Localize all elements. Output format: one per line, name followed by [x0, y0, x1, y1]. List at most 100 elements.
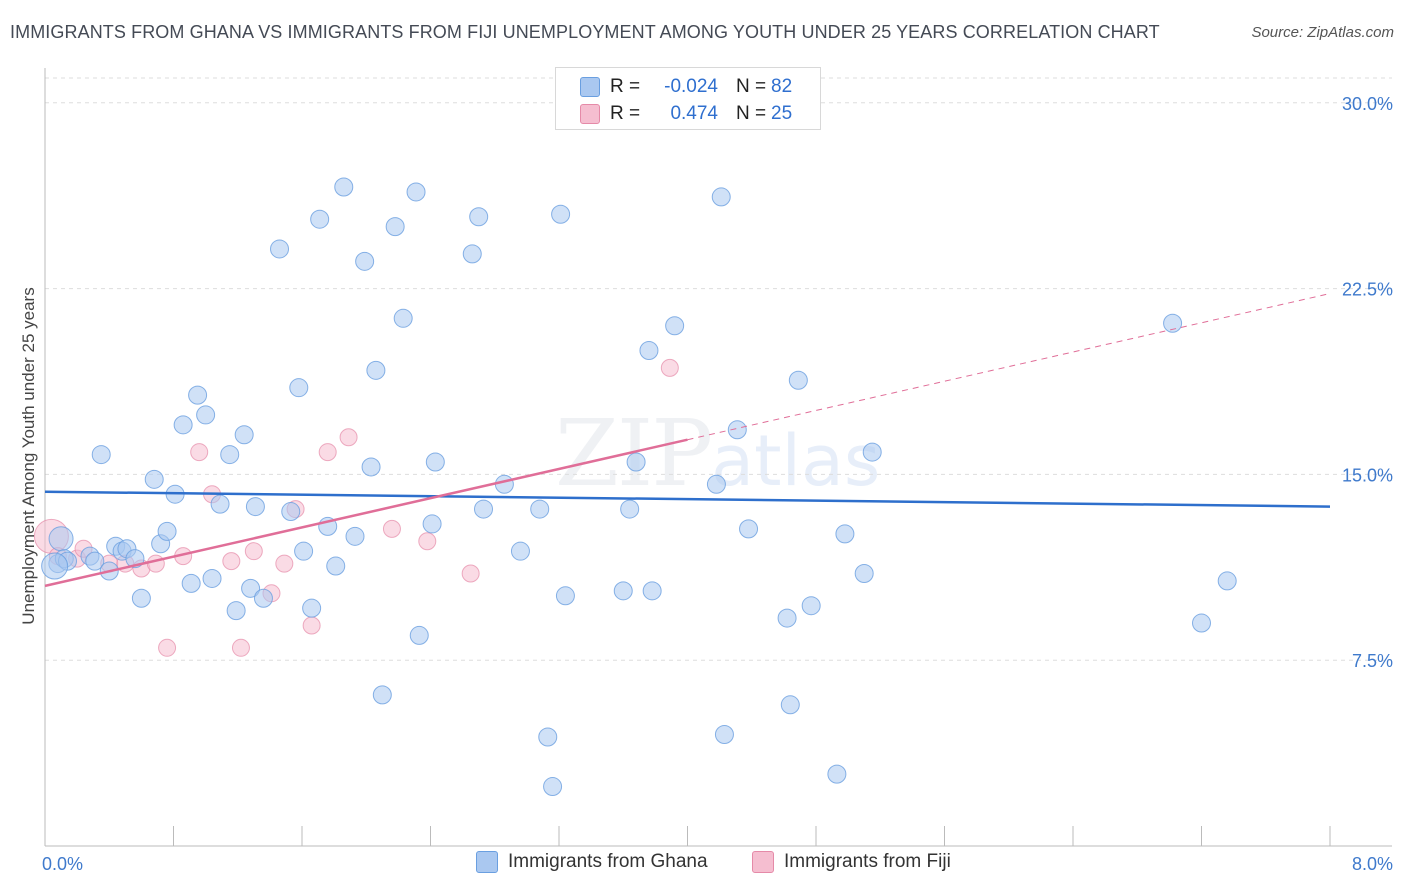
ghana-point: [425, 452, 445, 472]
ghana-point: [334, 177, 354, 197]
fiji-trend-line: [44, 438, 688, 588]
n-value: 82: [771, 76, 793, 97]
fiji-point: [302, 616, 321, 635]
ghana-point: [241, 578, 261, 598]
series-legend: Immigrants from Ghana Immigrants from Fi…: [0, 851, 1406, 877]
ghana-point: [530, 499, 550, 519]
fiji-trend-line: [687, 293, 1331, 441]
ghana-point: [85, 551, 105, 571]
ghana-point: [157, 521, 177, 541]
ghana-point: [1163, 313, 1183, 333]
ghana-point: [706, 474, 726, 494]
r-value: -0.024: [664, 76, 718, 97]
ghana-point: [469, 207, 489, 227]
n-label: N =: [736, 103, 767, 124]
x-tick-label: 0.0%: [42, 854, 83, 874]
legend-item-fiji[interactable]: Immigrants from Fiji: [752, 851, 951, 873]
ghana-point: [361, 457, 381, 477]
fiji-point: [231, 638, 250, 657]
r-label: R =: [610, 76, 641, 97]
ghana-point: [131, 588, 151, 608]
ghana-point: [801, 596, 821, 616]
ghana-point: [422, 514, 442, 534]
correlation-legend: R = -0.024 N = 82 R = 0.474 N = 25: [555, 67, 821, 130]
ghana-point: [711, 187, 731, 207]
ghana-point: [173, 415, 193, 435]
ghana-point: [620, 499, 640, 519]
legend-item-ghana[interactable]: Immigrants from Ghana: [476, 851, 708, 873]
ghana-swatch: [580, 77, 600, 97]
ghana-point: [281, 502, 301, 522]
fiji-point: [382, 519, 401, 538]
ghana-point: [181, 573, 201, 593]
ghana-point: [326, 556, 346, 576]
legend-row-ghana: R = -0.024 N = 82: [580, 76, 792, 98]
gridlines: [45, 77, 1392, 661]
ghana-point: [714, 725, 734, 745]
fiji-point: [318, 443, 337, 462]
legend-row-fiji: R = 0.474 N = 25: [580, 103, 792, 125]
ghana-point: [727, 420, 747, 440]
ghana-point: [48, 526, 74, 552]
fiji-point: [660, 358, 679, 377]
ghana-point: [366, 360, 386, 380]
fiji-point: [158, 638, 177, 657]
ghana-point: [406, 182, 426, 202]
ghana-point: [827, 764, 847, 784]
ghana-point: [210, 494, 230, 514]
y-axis-label: Unemployment Among Youth under 25 years: [19, 287, 38, 624]
fiji-point: [244, 542, 263, 561]
y-tick-label: 22.5%: [1342, 280, 1393, 300]
ghana-point: [626, 452, 646, 472]
ghana-point: [41, 552, 69, 580]
fiji-point: [418, 532, 437, 551]
ghana-point: [543, 777, 563, 797]
ghana-point: [788, 370, 808, 390]
axes: [44, 68, 1392, 847]
ghana-point: [393, 308, 413, 328]
n-label: N =: [736, 76, 767, 97]
ghana-point: [665, 316, 685, 336]
ghana-point: [355, 251, 375, 271]
fiji-point: [339, 428, 358, 447]
ghana-point: [202, 568, 222, 588]
fiji-legend-swatch: [752, 851, 774, 873]
tick-labels: 7.5% 15.0% 22.5% 30.0% 0.0% 8.0%: [42, 94, 1393, 874]
fiji-point: [275, 554, 294, 573]
ghana-point: [310, 209, 330, 229]
ghana-legend-label: Immigrants from Ghana: [508, 851, 708, 872]
ghana-point: [302, 598, 322, 618]
fiji-legend-label: Immigrants from Fiji: [784, 851, 951, 872]
ghana-point: [245, 497, 265, 517]
ghana-point: [777, 608, 797, 628]
chart-title: IMMIGRANTS FROM GHANA VS IMMIGRANTS FROM…: [10, 22, 1160, 42]
ghana-legend-swatch: [476, 851, 498, 873]
ghana-point: [226, 601, 246, 621]
fiji-swatch: [580, 104, 600, 124]
fiji-point: [222, 552, 241, 571]
ghana-point: [372, 685, 392, 705]
fiji-point: [190, 443, 209, 462]
ghana-point: [385, 217, 405, 237]
ghana-point: [639, 341, 659, 361]
fiji-point: [146, 554, 165, 573]
r-label: R =: [610, 103, 641, 124]
ghana-point: [188, 385, 208, 405]
ghana-point: [854, 563, 874, 583]
y-tick-label: 7.5%: [1352, 651, 1393, 671]
ghana-point: [253, 588, 273, 608]
ghana-point: [474, 499, 494, 519]
trend-lines: [44, 293, 1331, 588]
ghana-point: [409, 625, 429, 645]
ghana-point: [835, 524, 855, 544]
ghana-point: [91, 445, 111, 465]
ghana-point: [510, 541, 530, 561]
ghana-point: [196, 405, 216, 425]
ghana-point: [551, 204, 571, 224]
r-value: 0.474: [670, 103, 718, 124]
x-tick-label: 8.0%: [1352, 854, 1393, 874]
n-value: 25: [771, 103, 793, 124]
ghana-point: [642, 581, 662, 601]
ghana-point: [270, 239, 290, 259]
ghana-point: [234, 425, 254, 445]
